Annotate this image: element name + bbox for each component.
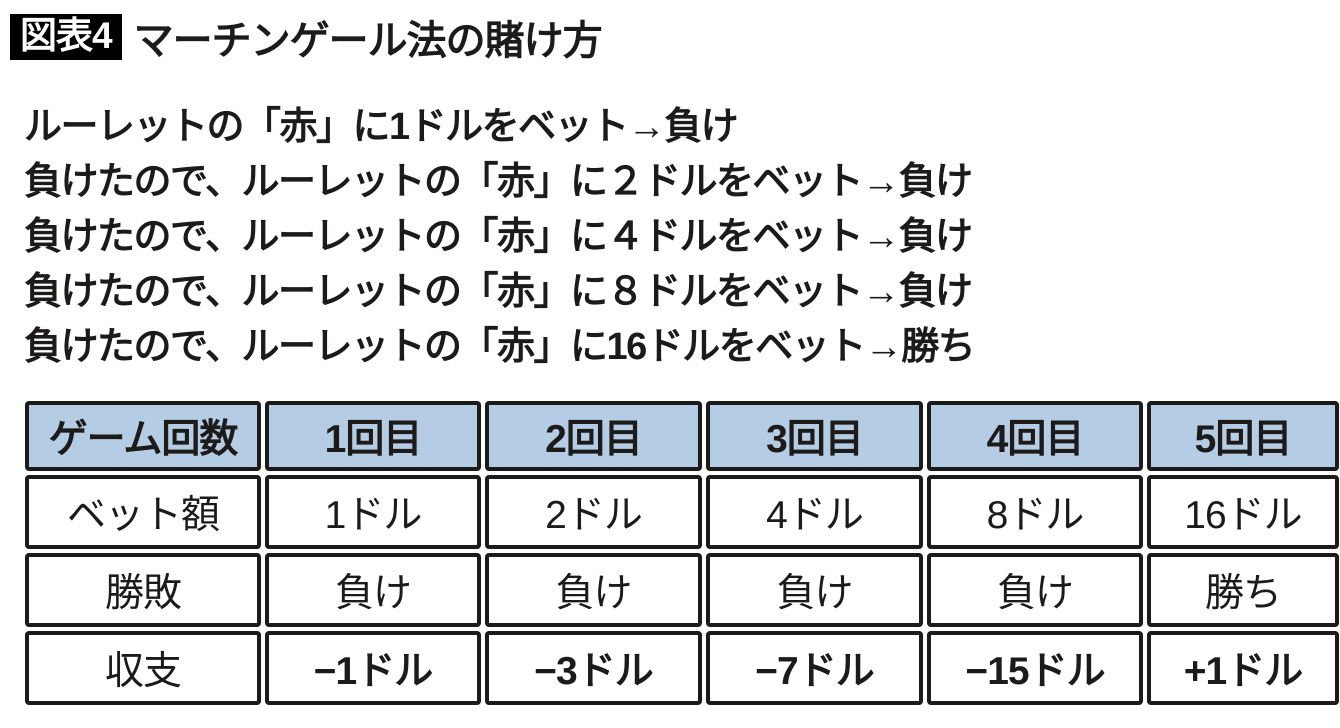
martingale-table: ゲーム回数 1回目 2回目 3回目 4回目 5回目 ベット額 1ドル 2ドル 4… (21, 397, 1340, 709)
value-cell: −15ドル (927, 631, 1143, 705)
value-cell: −3ドル (485, 631, 702, 705)
value-cell: 16ドル (1147, 475, 1339, 549)
win-cell: 勝ち (1147, 553, 1339, 627)
column-header-cell: 3回目 (706, 401, 923, 471)
value-cell: 負け (485, 553, 702, 627)
column-header-cell: ゲーム回数 (25, 401, 261, 471)
figure-header: 図表4 マーチンゲール法の賭け方 (10, 8, 1340, 66)
value-cell: 1ドル (265, 475, 481, 549)
bet-amount-row: ベット額 1ドル 2ドル 4ドル 8ドル 16ドル (25, 475, 1339, 549)
value-cell: 4ドル (706, 475, 923, 549)
value-cell: 負け (927, 553, 1143, 627)
description-line: 負けたので、ルーレットの「赤」に８ドルをベット→負け (24, 271, 973, 313)
figure-number-badge: 図表4 (10, 14, 122, 60)
betting-sequence-description: ルーレットの「赤」に1ドルをベット→負け 負けたので、ルーレットの「赤」に２ドル… (24, 100, 1340, 375)
win-loss-row: 勝敗 負け 負け 負け 負け 勝ち (25, 553, 1339, 627)
column-header-cell: 4回目 (927, 401, 1143, 471)
description-line: 負けたので、ルーレットの「赤」に４ドルをベット→負け (24, 216, 973, 258)
description-line: 負けたので、ルーレットの「赤」に16ドルをベット→勝ち (24, 326, 976, 368)
value-cell: −7ドル (706, 631, 923, 705)
column-header-cell: 1回目 (265, 401, 481, 471)
figure-title: マーチンゲール法の賭け方 (133, 19, 603, 63)
value-cell: 負け (265, 553, 481, 627)
column-header-cell: 2回目 (485, 401, 702, 471)
value-cell: +1ドル (1147, 631, 1339, 705)
column-header-cell: 5回目 (1147, 401, 1339, 471)
row-label-cell: 勝敗 (25, 553, 261, 627)
row-label-cell: 収支 (25, 631, 261, 705)
value-cell: −1ドル (265, 631, 481, 705)
value-cell: 8ドル (927, 475, 1143, 549)
description-line: ルーレットの「赤」に1ドルをベット→負け (24, 106, 739, 148)
description-line: 負けたので、ルーレットの「赤」に２ドルをベット→負け (24, 161, 973, 203)
table-header-row: ゲーム回数 1回目 2回目 3回目 4回目 5回目 (25, 401, 1339, 471)
balance-row: 収支 −1ドル −3ドル −7ドル −15ドル +1ドル (25, 631, 1339, 705)
value-cell: 2ドル (485, 475, 702, 549)
value-cell: 負け (706, 553, 923, 627)
row-label-cell: ベット額 (25, 475, 261, 549)
